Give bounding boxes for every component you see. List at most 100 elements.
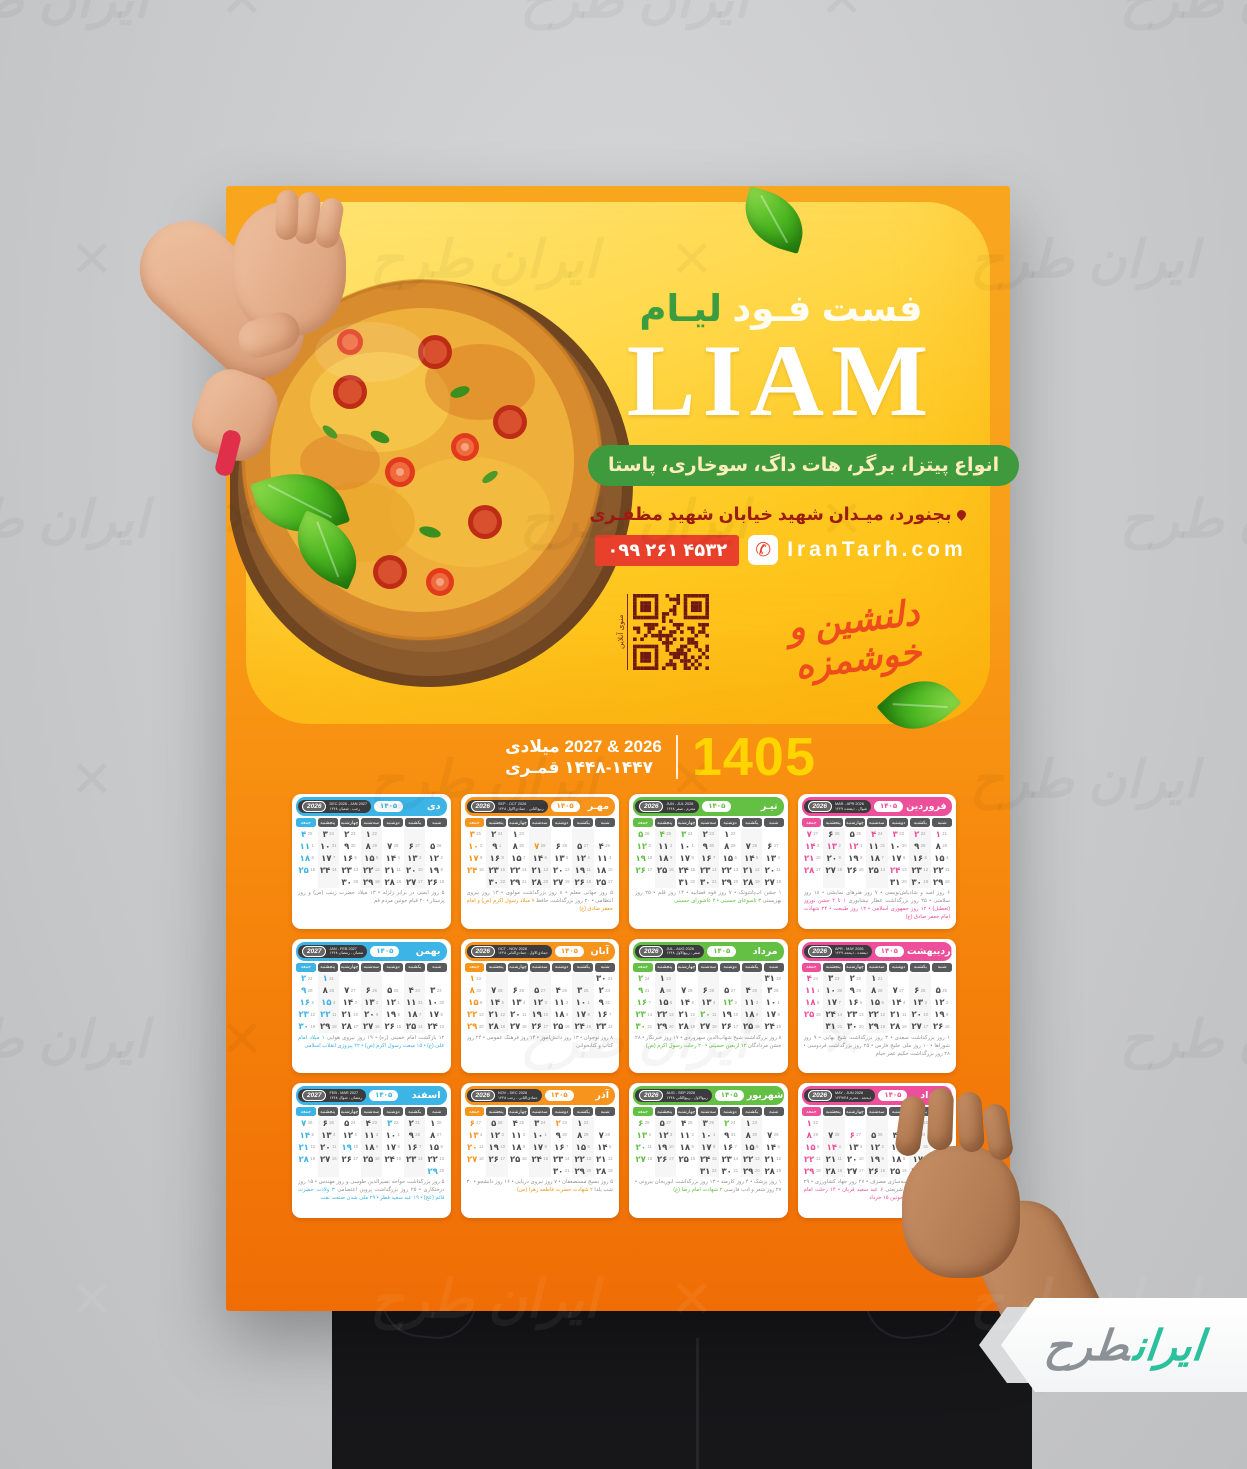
day-cell: ۱۷ 7	[909, 1153, 931, 1166]
day-grid: ۳۰ 21 ۱ 23 ۲ 24 ۳ 25 ۴ 26 ۵ 27 ۶ 28 ۷ 29 ۸ 30 ۹ 31 ۱۰ 1 ۱۱ 2 ۱۲ 3…	[465, 972, 616, 1033]
gregorian-day: 29	[687, 987, 693, 993]
day-number: ۱۲	[532, 997, 544, 1008]
day-number: ۲۸	[803, 864, 815, 875]
day-number: ۲۱	[595, 1154, 607, 1165]
day-cell: ۲۱ 12	[594, 1153, 616, 1165]
day-number: ۱۰	[679, 840, 691, 851]
day-cell: ۵ 26	[866, 1129, 888, 1142]
day-cell: ۱۰ 1	[697, 1129, 719, 1142]
gregorian-day: 12	[815, 1156, 821, 1162]
gregorian-day: 23	[519, 830, 524, 836]
gregorian-day: 11	[945, 866, 950, 872]
day-number: ۹	[408, 1130, 414, 1141]
day-number: ۲۲	[320, 1009, 331, 1020]
gregorian-day: 21	[607, 975, 613, 981]
day-number: ۶	[555, 840, 561, 851]
day-cell: ۸ 29	[360, 840, 382, 852]
gregorian-day: 8	[860, 854, 863, 860]
day-number: ۵	[344, 1118, 350, 1129]
day-number: ۲۷	[509, 1021, 521, 1032]
day-number: ۲۵	[362, 1154, 374, 1165]
day-cell: ۱۳ 4	[762, 852, 784, 864]
occasions-plain: ۵ روز جهانی معلم • ۸ روز بزرگداشت مولوی …	[466, 890, 614, 904]
occasions-holidays: ۳ ولادت حضرت قائم (عج) • ۱۹ عید سعید فطر…	[298, 1187, 445, 1202]
day-cell	[529, 828, 551, 840]
gregorian-day: 3	[354, 999, 357, 1005]
day-number: ۲۲	[803, 1154, 815, 1165]
day-number: ۱۸	[511, 1142, 522, 1153]
gregorian-day: 8	[777, 1011, 780, 1017]
gregorian-day: 25	[899, 1132, 904, 1138]
day-cell: ۱۰ 31	[909, 1141, 931, 1154]
day-number: ۱۱	[554, 997, 565, 1008]
day-cell: ۱ 23	[508, 828, 530, 840]
day-cell: ۳۰ 20	[845, 1021, 867, 1033]
day-cell: ۱۹ 11	[572, 864, 594, 876]
day-cell: ۲۶ 16	[931, 1021, 953, 1033]
gregorian-day: 25	[583, 987, 589, 993]
gregorian-day: 25	[666, 830, 671, 836]
gregorian-day: 22	[500, 878, 506, 884]
day-number: ۷	[534, 840, 540, 851]
weekday-label: چهارشنبه	[339, 1107, 360, 1117]
weekday-label: دوشنبه	[720, 962, 740, 972]
gregorian-day: 3	[860, 1144, 863, 1150]
hijri-range: ذیقعده - ذیحجه ۱۴۴۷	[834, 951, 868, 956]
day-number: ۷	[344, 985, 350, 996]
weekday-label: جمعه	[464, 1107, 485, 1117]
gregorian-day: 18	[647, 1156, 653, 1162]
month-card: 2026 OCT - NOV 2026 جمادی‌الاول - جمادی‌ال…	[460, 938, 619, 1074]
gregorian-day: 2	[838, 842, 841, 848]
day-cell: ۶ 26	[360, 984, 382, 997]
watermark-text: ایران طرح	[1120, 0, 1247, 30]
month-ranges: JAN - FEB 2027 شعبان - رمضان ۱۴۴۸	[329, 947, 363, 956]
day-cell: ۱۳ 4	[508, 997, 530, 1009]
weekday-label: شنبه	[426, 962, 447, 972]
gregorian-year-badge: 2026	[807, 801, 832, 812]
brand-name-farsi: فست فـود لیـام	[588, 290, 974, 327]
day-cell: ۲۳ 13	[339, 864, 361, 876]
weekday-label: پنجشنبه	[654, 1107, 675, 1117]
day-number: ۲۶	[868, 1166, 879, 1177]
day-number: ۲۲	[933, 864, 944, 875]
weekday-label: سه‌شنبه	[866, 1107, 887, 1117]
gregorian-day: 16	[690, 1156, 696, 1162]
gregorian-day: 23	[476, 975, 481, 981]
day-cell	[317, 1165, 339, 1178]
day-cell: ۱ 22	[360, 828, 382, 840]
day-cell: ۶ 26	[909, 984, 931, 997]
day-cell: ۱۲ 1	[845, 840, 867, 852]
day-cell: ۱۸ 10	[594, 864, 616, 876]
occasions-plain: ۱ روز بزرگداشت سعدی • ۳ روز بزرگداشت شیخ…	[803, 1034, 951, 1057]
day-number: ۵	[430, 840, 436, 851]
day-cell: ۱۰ 1	[529, 1129, 551, 1142]
day-number: ۱۲	[848, 840, 859, 851]
weekday-label: پنجشنبه	[654, 818, 675, 827]
gregorian-day: 18	[521, 1023, 527, 1029]
qr-block: منوی آنلاین	[616, 594, 709, 670]
gregorian-day: 14	[417, 1156, 423, 1162]
gregorian-day: 6	[440, 1011, 443, 1017]
day-cell: ۲۳ 14	[551, 1153, 573, 1165]
gregorian-day: 17	[815, 866, 821, 872]
day-cell: ۲۵ 14	[866, 864, 888, 876]
day-number: ۱۲	[575, 852, 587, 863]
day-cell: ۲۷ 18	[317, 1153, 339, 1166]
gregorian-day: 4	[397, 854, 400, 860]
weekday-label: یکشنبه	[910, 962, 931, 972]
day-cell: ۹ 30	[697, 840, 719, 852]
gregorian-day: 26	[562, 987, 567, 993]
day-cell: ۴ 24	[403, 984, 425, 997]
weekday-label: سه‌شنبه	[698, 962, 719, 972]
gregorian-day: 18	[776, 878, 782, 884]
day-cell: ۱۲ 1	[382, 997, 404, 1009]
day-number: ۲۱	[531, 864, 542, 875]
day-cell: ۲۹ 19	[802, 1165, 824, 1177]
gregorian-day: 24	[415, 987, 420, 993]
day-cell: ۶ 27	[845, 1129, 867, 1141]
gregorian-day: 23	[562, 1120, 567, 1126]
day-cell: ۱۶ 7	[633, 997, 655, 1009]
gregorian-day: 14	[331, 866, 337, 872]
day-cell: ۷ 27	[802, 828, 824, 840]
gregorian-day: 21	[877, 975, 883, 981]
